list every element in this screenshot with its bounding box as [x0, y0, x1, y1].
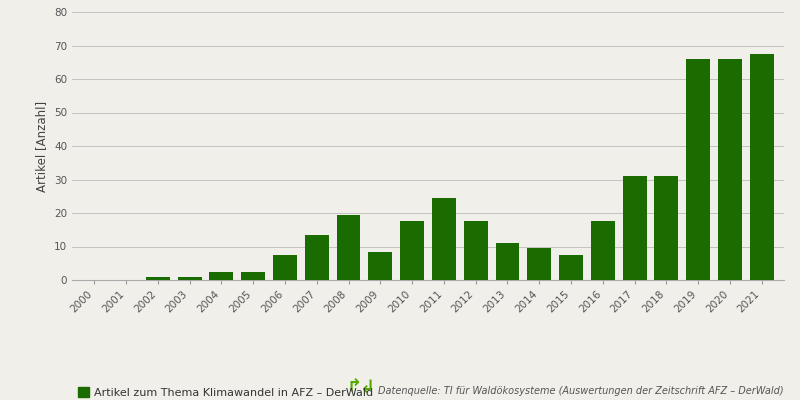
Bar	[718, 59, 742, 280]
Text: Datenquelle: TI für Waldökosysteme (Auswertungen der Zeitschrift AFZ – DerWald): Datenquelle: TI für Waldökosysteme (Ausw…	[378, 386, 784, 396]
Bar	[559, 255, 583, 280]
Bar	[527, 248, 551, 280]
Y-axis label: Artikel [Anzahl]: Artikel [Anzahl]	[35, 100, 49, 192]
Text: ↲: ↲	[360, 378, 375, 396]
Bar	[400, 221, 424, 280]
Bar	[464, 221, 487, 280]
Bar	[622, 176, 646, 280]
Bar	[750, 54, 774, 280]
Bar	[242, 272, 265, 280]
Bar	[210, 272, 234, 280]
Bar	[686, 59, 710, 280]
Bar	[654, 176, 678, 280]
Bar	[305, 235, 329, 280]
Bar	[337, 215, 361, 280]
Bar	[178, 277, 202, 280]
Legend: Artikel zum Thema Klimawandel in AFZ – DerWald: Artikel zum Thema Klimawandel in AFZ – D…	[78, 387, 374, 398]
Bar	[369, 252, 392, 280]
Bar	[146, 277, 170, 280]
Text: ↱: ↱	[346, 377, 362, 395]
Bar	[591, 221, 614, 280]
Bar	[432, 198, 456, 280]
Bar	[273, 255, 297, 280]
Bar	[495, 243, 519, 280]
